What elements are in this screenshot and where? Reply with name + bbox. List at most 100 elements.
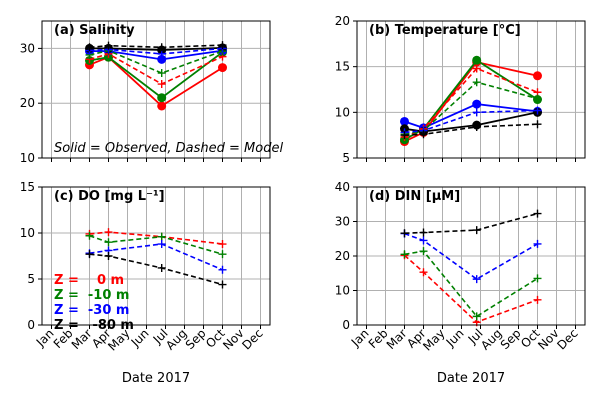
data-point-z10-model (419, 247, 428, 256)
data-point-z30-observed (472, 99, 482, 109)
data-point-z10-model (218, 250, 227, 259)
data-point-z30-model (472, 108, 481, 117)
y-tick-label: 5 (27, 272, 35, 286)
data-point-z10-model (85, 231, 94, 240)
data-point-z30-model (533, 239, 542, 248)
style-note: Solid = Observed, Dashed = Model (54, 141, 283, 156)
series-line-z10-model (89, 235, 223, 255)
series-line-z80-model (404, 123, 538, 136)
data-point-z10-model (533, 94, 542, 103)
series-line-z30-observed (89, 49, 223, 61)
data-point-z0-observed (533, 71, 542, 81)
data-point-z10-model (472, 78, 481, 87)
panel-din: 010203040JanFebMarAprMayJunJulAugSepOctN… (335, 180, 586, 386)
data-point-z10-observed (472, 55, 482, 65)
y-tick-label: 15 (20, 180, 35, 194)
series-line-z80-model (404, 212, 538, 234)
data-point-z10-model (157, 232, 166, 241)
series-line-z0-observed (404, 61, 538, 143)
data-point-z30-observed (400, 116, 409, 126)
data-point-z80-model (104, 252, 113, 260)
data-point-z80-model (104, 41, 113, 50)
plot-frame (41, 20, 271, 159)
series-line-z80-model (89, 44, 223, 49)
legend-entry: Z = -10 m (54, 288, 129, 303)
data-point-z0-model (419, 268, 428, 277)
series-line-z30-model (89, 243, 223, 271)
data-point-z30-model (472, 275, 481, 284)
y-tick-label: 20 (335, 14, 350, 28)
legend-entry: Z = -30 m (54, 303, 129, 318)
x-axis-label: Date 2017 (122, 371, 190, 386)
x-tick-label: Dec (554, 326, 580, 352)
data-point-z0-model (157, 80, 166, 89)
data-point-z10-model (400, 250, 409, 259)
panel-title: (d) DIN [μM] (369, 189, 460, 204)
x-tick-label: Dec (239, 326, 265, 352)
y-tick-label: 5 (342, 151, 350, 165)
data-point-z10-model (157, 69, 166, 78)
data-point-z0-model (104, 228, 113, 237)
plot-frame (356, 20, 586, 159)
data-point-z80-model (218, 41, 227, 50)
series-line-z0-model (89, 231, 223, 245)
series-line-z30-model (89, 47, 223, 55)
data-point-z0-model (472, 64, 481, 73)
data-point-z30-model (157, 240, 166, 249)
data-point-z80-model (400, 229, 409, 238)
data-point-z10-observed (157, 93, 167, 103)
y-tick-label: 0 (342, 318, 350, 332)
series-line-z0-observed (89, 56, 223, 108)
data-point-z80-model (533, 120, 542, 129)
y-tick-label: 30 (335, 215, 350, 229)
series-line-z30-model (404, 232, 538, 281)
data-point-z80-model (472, 122, 481, 131)
plot-frame (41, 186, 271, 326)
data-point-z80-model (419, 228, 428, 237)
data-point-z0-model (218, 240, 227, 249)
series-line-z80-observed (404, 111, 538, 133)
data-point-z10-model (104, 238, 113, 247)
series-line-z30-model (404, 109, 538, 134)
data-point-z80-model (533, 209, 542, 218)
series-line-z10-model (404, 250, 538, 318)
y-tick-label: 30 (20, 41, 35, 55)
data-point-z80-model (157, 43, 166, 52)
data-point-z30-model (419, 236, 428, 245)
data-point-z80-model (472, 226, 481, 235)
data-point-z80-model (218, 280, 227, 289)
series-line-z80-observed (89, 47, 223, 51)
y-tick-label: 20 (335, 249, 350, 263)
data-point-z80-model (85, 43, 94, 52)
data-point-z30-model (218, 265, 227, 274)
data-point-z80-model (85, 250, 94, 259)
data-point-z10-model (472, 312, 481, 321)
series-line-z10-observed (89, 51, 224, 99)
y-tick-label: 10 (20, 226, 35, 240)
data-point-z80-model (400, 131, 409, 140)
series-line-z10-model (404, 81, 538, 136)
data-point-z30-model (533, 106, 542, 115)
panel-title: (c) DO [mg L⁻¹] (54, 189, 165, 204)
x-tick-label: Jun (443, 326, 467, 350)
y-tick-label: 15 (335, 60, 350, 74)
y-tick-label: 10 (20, 151, 35, 165)
series-line-z0-model (403, 254, 538, 324)
data-point-z0-observed (157, 101, 167, 111)
x-axis-label: Date 2017 (437, 371, 505, 386)
panel-title: (b) Temperature [°C] (369, 23, 521, 38)
data-point-z0-model (533, 295, 542, 304)
series-line-z80-model (89, 253, 223, 286)
series-line-z0-model (89, 53, 223, 85)
data-point-z0-observed (218, 63, 227, 73)
data-point-z80-model (419, 130, 428, 139)
y-tick-label: 10 (335, 284, 350, 298)
legend-entry: Z = -80 m (54, 318, 134, 333)
data-point-z30-observed (157, 54, 167, 64)
series-line-z30-observed (404, 103, 538, 129)
panel-temperature: 5 10 15 20 (b) Temperature [°C] (335, 14, 586, 165)
data-point-z80-model (157, 263, 166, 272)
panel-title: (a) Salinity (54, 23, 135, 38)
y-tick-label: 20 (20, 96, 35, 110)
